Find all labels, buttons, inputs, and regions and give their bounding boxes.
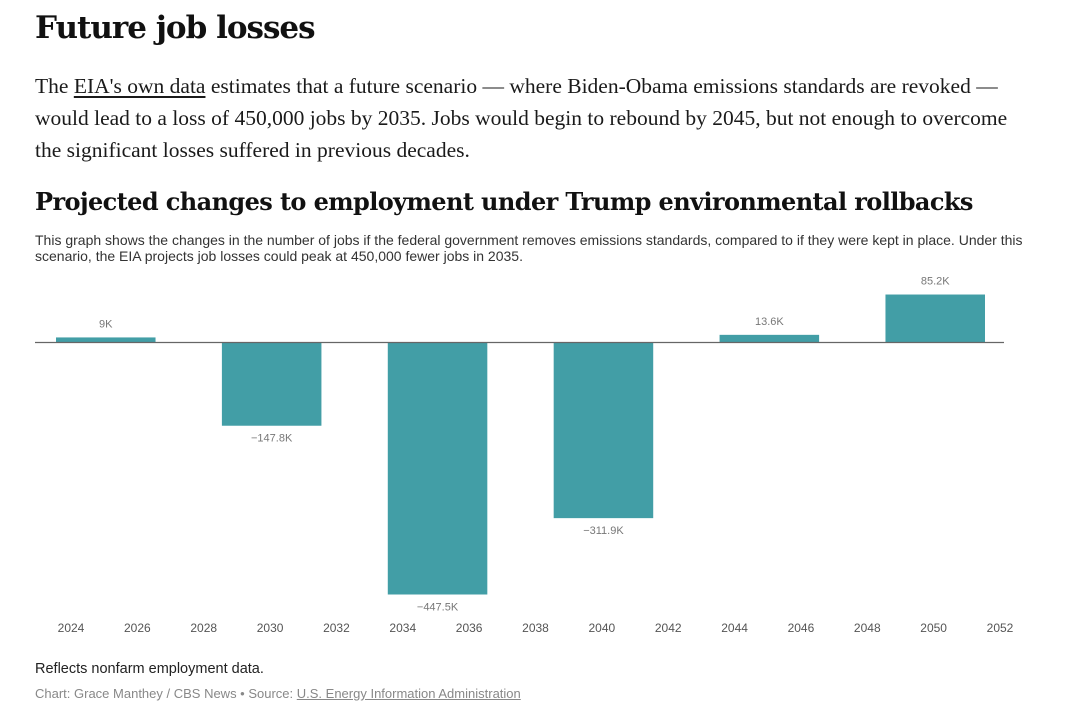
x-tick-label: 2050 [920, 621, 947, 635]
bar-value-label: 13.6K [755, 316, 784, 328]
intro-prefix: The [35, 74, 74, 98]
x-tick-label: 2044 [721, 621, 748, 635]
bar-value-label: −147.8K [251, 433, 293, 445]
x-tick-label: 2052 [987, 621, 1014, 635]
x-tick-label: 2036 [456, 621, 483, 635]
credit-prefix: Chart: Grace Manthey / CBS News • Source… [35, 686, 297, 701]
x-tick-label: 2024 [58, 621, 85, 635]
intro-text: estimates that a future scenario — where… [35, 74, 1008, 162]
bar-3 [553, 342, 654, 519]
bar-value-label: −311.9K [583, 525, 624, 537]
footnote: Reflects nonfarm employment data. [35, 661, 264, 677]
bar-0 [56, 337, 156, 343]
chart-title: Projected changes to employment under Tr… [35, 187, 973, 216]
bar-value-label: 9K [99, 318, 113, 330]
article-headline: Future job losses [35, 10, 316, 46]
bar-4 [719, 334, 820, 343]
x-tick-label: 2034 [389, 621, 416, 635]
x-tick-label: 2048 [854, 621, 881, 635]
x-tick-label: 2038 [522, 621, 549, 635]
bar-2 [387, 342, 488, 595]
bar-value-label: 85.2K [921, 276, 950, 288]
chart-credit: Chart: Grace Manthey / CBS News • Source… [35, 686, 521, 701]
x-tick-label: 2042 [655, 621, 682, 635]
x-tick-label: 2028 [190, 621, 217, 635]
chart-description: This graph shows the changes in the numb… [35, 232, 1023, 264]
bar-5 [885, 294, 985, 343]
bar-1 [221, 342, 322, 426]
intro-paragraph: The EIA's own data estimates that a futu… [35, 70, 1035, 166]
x-tick-label: 2046 [788, 621, 815, 635]
bar-value-label: −447.5K [417, 602, 459, 614]
x-tick-label: 2030 [257, 621, 284, 635]
eia-data-link[interactable]: EIA's own data [73, 74, 206, 98]
x-tick-label: 2026 [124, 621, 151, 635]
x-tick-label: 2040 [589, 621, 616, 635]
source-link[interactable]: U.S. Energy Information Administration [296, 686, 521, 701]
x-tick-label: 2032 [323, 621, 350, 635]
